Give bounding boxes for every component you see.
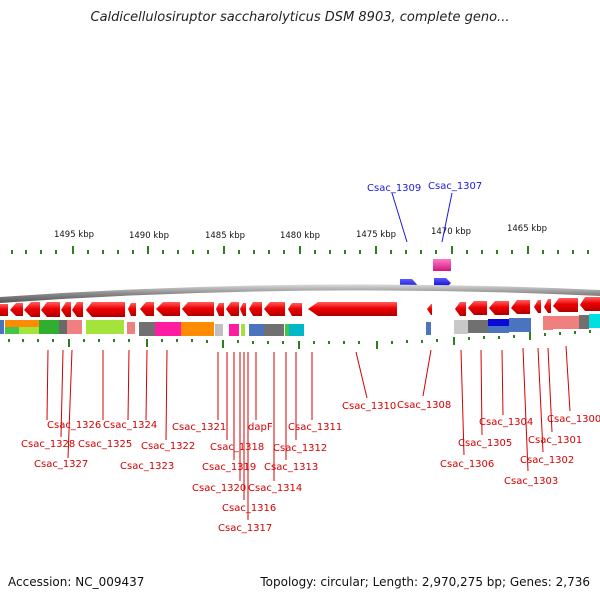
gene-arrow[interactable] [24, 302, 40, 317]
gene-arrow[interactable] [140, 302, 154, 316]
lower-tick-row [8, 330, 591, 349]
gene-label[interactable]: Csac_1320 [192, 483, 246, 494]
gene-arrow[interactable] [61, 302, 71, 317]
gene-label[interactable]: Csac_1324 [103, 420, 157, 431]
gene-arrow[interactable] [240, 303, 246, 316]
gene-label[interactable]: Csac_1319 [202, 462, 256, 473]
accession-text: Accession: NC_009437 [8, 575, 144, 589]
gene-label[interactable]: Csac_1321 [172, 422, 226, 433]
gene-arrow[interactable] [128, 303, 136, 316]
gene-label[interactable]: Csac_1301 [528, 435, 582, 446]
scale-label: 1475 kbp [356, 230, 396, 240]
gene-label[interactable]: Csac_1318 [210, 442, 264, 453]
scale-label: 1480 kbp [280, 231, 320, 241]
gene-box-magenta[interactable] [433, 259, 451, 271]
gene-label[interactable]: Csac_1311 [288, 422, 342, 433]
leader-lines-above [391, 192, 453, 243]
gene-label[interactable]: Csac_1328 [21, 439, 75, 450]
scale-label: 1485 kbp [205, 231, 245, 241]
gene-label[interactable]: Csac_1326 [47, 420, 101, 431]
scale-labels: 1495 kbp 1490 kbp 1485 kbp 1480 kbp 1475… [54, 224, 547, 241]
annotation-bands [0, 314, 600, 336]
gene-arrow[interactable] [264, 302, 285, 316]
gene-arrow[interactable] [511, 300, 530, 314]
gene-arrow[interactable] [308, 302, 397, 316]
gene-arrow[interactable] [10, 303, 23, 316]
gene-label[interactable]: Csac_1323 [120, 461, 174, 472]
gene-label-above[interactable]: Csac_1309 [367, 183, 421, 194]
gene-label[interactable]: Csac_1300 [547, 414, 600, 425]
gene-arrow[interactable] [182, 302, 214, 316]
gene-arrow[interactable] [553, 298, 578, 312]
gene-label[interactable]: Csac_1317 [218, 523, 272, 534]
scale-tick-row [11, 246, 589, 254]
gene-labels-below: Csac_1326 Csac_1328 Csac_1327 Csac_1324 … [21, 400, 600, 534]
gene-arrow[interactable] [544, 299, 551, 313]
gene-arrow[interactable] [534, 300, 541, 313]
gene-arrow[interactable] [156, 302, 180, 316]
gene-arrow[interactable] [580, 297, 600, 311]
scale-label: 1490 kbp [129, 231, 169, 241]
gene-arrow[interactable] [249, 302, 262, 316]
gene-label[interactable]: Csac_1302 [520, 455, 574, 466]
gene-label[interactable]: Csac_1325 [78, 439, 132, 450]
gene-arrow[interactable] [455, 302, 466, 316]
gene-label[interactable]: Csac_1310 [342, 401, 396, 412]
gene-label[interactable]: Csac_1312 [273, 443, 327, 454]
gene-arrow[interactable] [72, 302, 83, 317]
gene-label[interactable]: dapF [248, 422, 273, 433]
genome-summary-text: Topology: circular; Length: 2,970,275 bp… [259, 575, 590, 589]
map-title: Caldicellulosiruptor saccharolyticus DSM… [91, 10, 510, 25]
reverse-strand [0, 297, 600, 317]
scale-label: 1495 kbp [54, 230, 94, 240]
gene-arrow[interactable] [41, 302, 60, 317]
leader-lines-below [46, 345, 571, 520]
gene-arrow[interactable] [86, 302, 125, 317]
gene-arrow[interactable] [226, 302, 239, 316]
gene-label[interactable]: Csac_1322 [141, 441, 195, 452]
gene-label[interactable]: Csac_1305 [458, 438, 512, 449]
gene-arrow[interactable] [0, 304, 8, 316]
gene-label[interactable]: Csac_1314 [248, 483, 302, 494]
gene-label[interactable]: Csac_1313 [264, 462, 318, 473]
gene-label[interactable]: Csac_1316 [222, 503, 276, 514]
gene-label-above[interactable]: Csac_1307 [428, 181, 482, 192]
gene-label[interactable]: Csac_1308 [397, 400, 451, 411]
scale-label: 1470 kbp [431, 227, 471, 237]
gene-arrow[interactable] [216, 303, 224, 316]
gene-label[interactable]: Csac_1306 [440, 459, 494, 470]
gene-arrow[interactable] [468, 301, 487, 315]
gene-arrow[interactable] [489, 301, 509, 315]
gene-arrow[interactable] [427, 304, 432, 315]
gene-label[interactable]: Csac_1303 [504, 476, 558, 487]
gene-label[interactable]: Csac_1327 [34, 459, 88, 470]
gene-label[interactable]: Csac_1304 [479, 417, 533, 428]
genome-backbone [0, 284, 600, 303]
gene-arrow[interactable] [288, 303, 302, 316]
scale-label: 1465 kbp [507, 224, 547, 234]
